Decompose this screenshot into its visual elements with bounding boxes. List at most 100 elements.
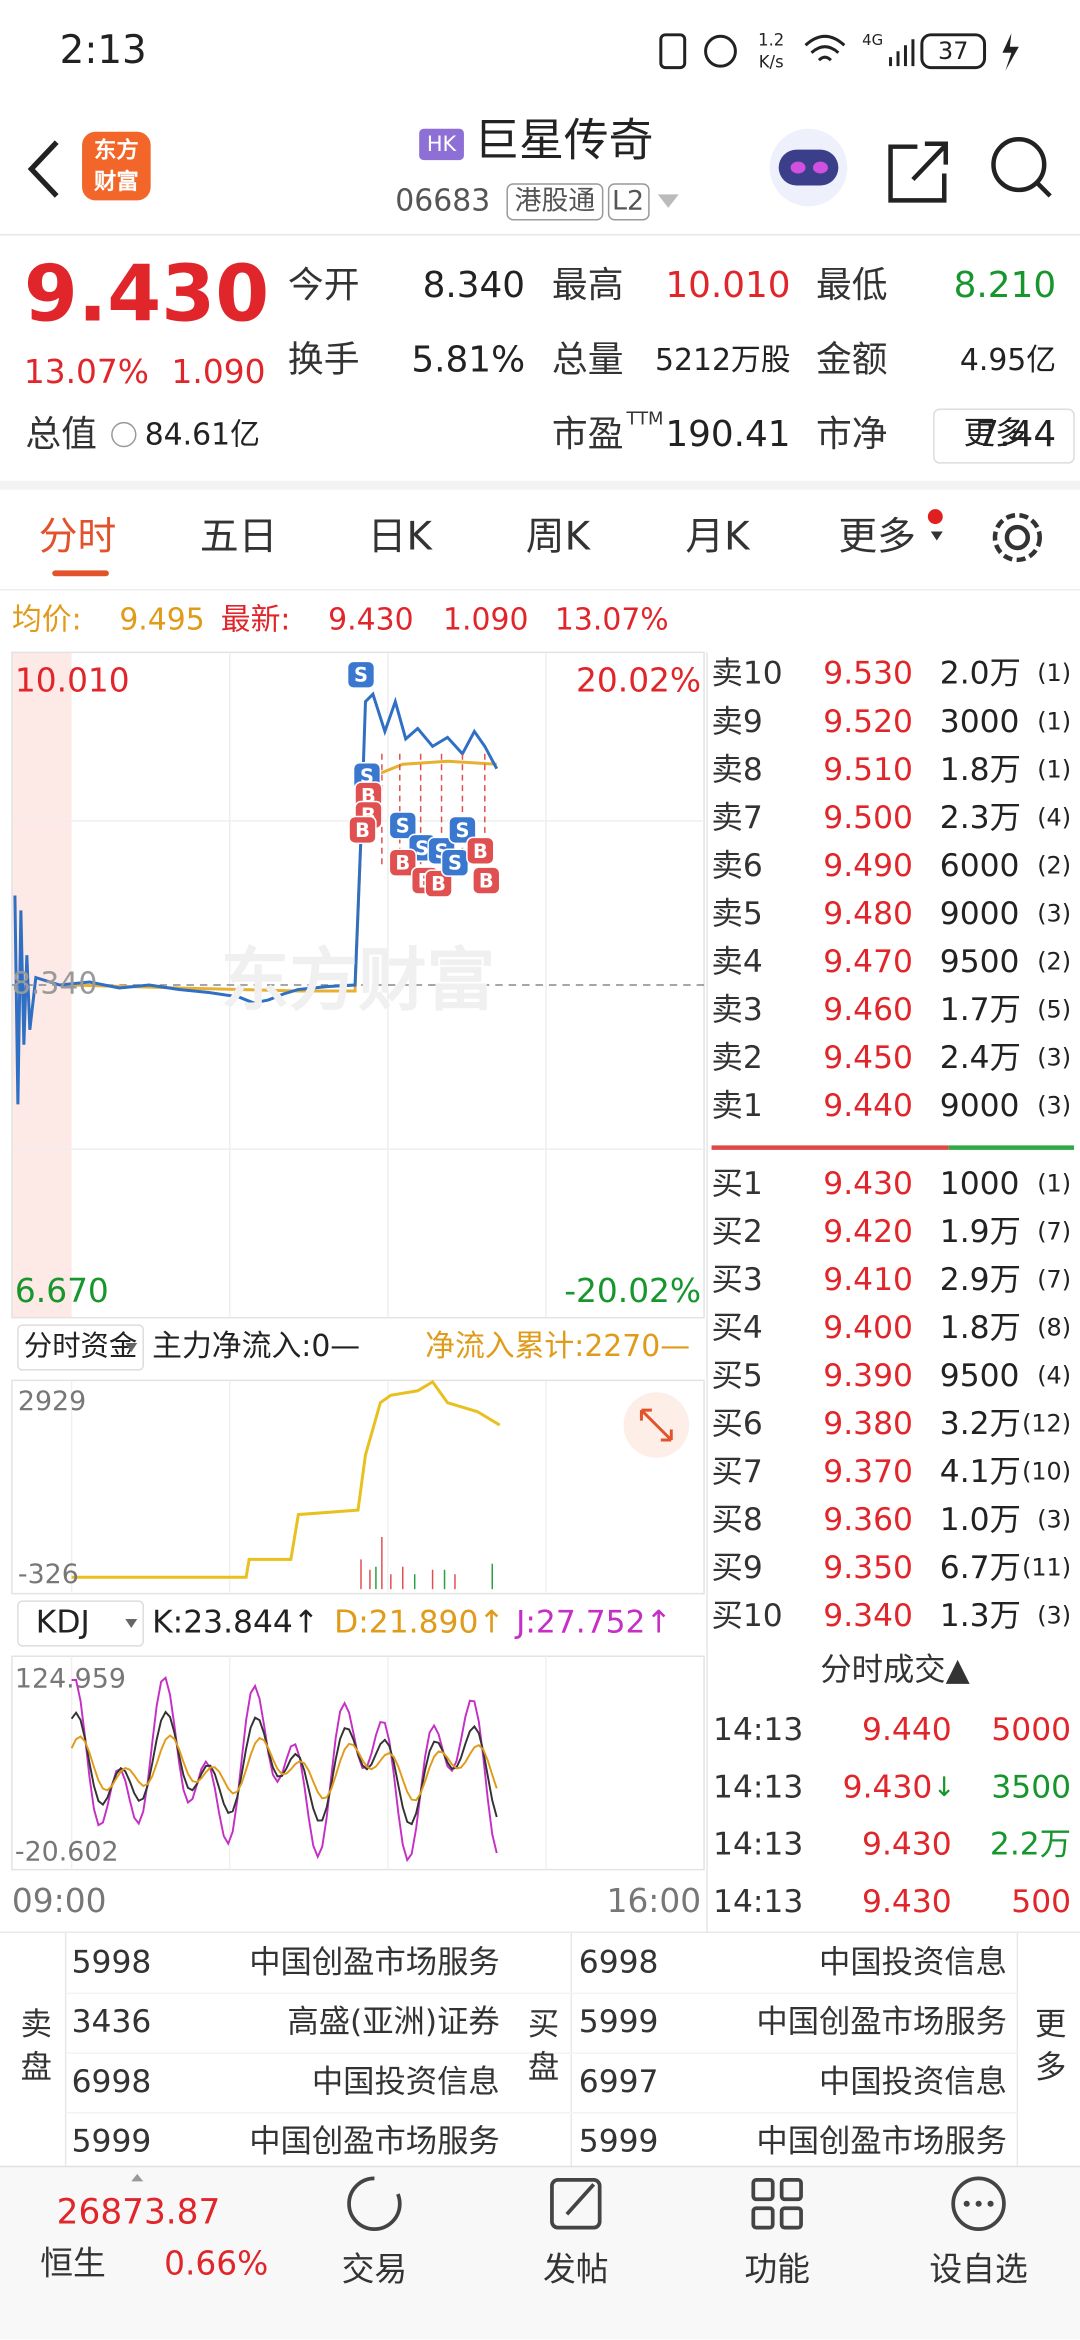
trade-time: 14:13 bbox=[713, 1884, 803, 1920]
tab[interactable]: 日K bbox=[368, 515, 434, 560]
trade-time: 14:13 bbox=[713, 1712, 803, 1748]
book-volume: 2.3万 bbox=[940, 800, 1021, 836]
kdj-d-line bbox=[70, 1734, 498, 1802]
trade-marker-text: B bbox=[431, 873, 446, 896]
time-end: 16:00 bbox=[607, 1882, 702, 1920]
book-count: (12) bbox=[1022, 1410, 1071, 1438]
field-label: 今开 bbox=[288, 265, 360, 306]
selector-arrow bbox=[125, 1343, 138, 1352]
tab[interactable]: 月K bbox=[685, 515, 751, 560]
selector-box[interactable] bbox=[17, 1600, 144, 1647]
stock-code: 06683 bbox=[395, 183, 490, 218]
broker-name: 高盛(亚洲)证券 bbox=[287, 2004, 499, 2040]
book-level: 卖3 bbox=[712, 992, 763, 1028]
avg-value: 9.495 bbox=[119, 603, 204, 638]
book-volume: 3000 bbox=[940, 704, 1020, 740]
last-value: 9.430 bbox=[328, 603, 413, 638]
search-button[interactable] bbox=[991, 136, 1052, 198]
book-count: (4) bbox=[1037, 803, 1071, 831]
info-icon[interactable] bbox=[111, 421, 137, 448]
trade-marker bbox=[346, 660, 376, 689]
book-price: 9.500 bbox=[823, 800, 913, 836]
broker-name: 中国投资信息 bbox=[312, 2064, 500, 2100]
book-count: (11) bbox=[1022, 1554, 1071, 1582]
trade-marker-text: S bbox=[415, 837, 429, 860]
field-label: 最低 bbox=[816, 265, 888, 306]
broker-id: 6997 bbox=[579, 2064, 659, 2100]
selector-box[interactable] bbox=[17, 1324, 144, 1371]
broker-id: 5998 bbox=[72, 1945, 152, 1981]
expand-arrow[interactable] bbox=[131, 2173, 144, 2182]
book-price: 9.490 bbox=[823, 848, 913, 884]
back-button[interactable] bbox=[27, 140, 59, 198]
book-price: 9.440 bbox=[823, 1088, 913, 1124]
field-value: 10.010 bbox=[665, 265, 790, 306]
broker-id: 6998 bbox=[72, 2064, 152, 2100]
book-level: 卖2 bbox=[712, 1040, 763, 1076]
selector: 分时资金 bbox=[24, 1330, 137, 1363]
robot-avatar[interactable] bbox=[769, 128, 848, 207]
divider bbox=[0, 480, 1080, 490]
settings-button[interactable] bbox=[992, 512, 1042, 563]
broker-name: 中国创盈市场服务 bbox=[756, 2004, 1007, 2040]
book-price: 9.390 bbox=[823, 1358, 913, 1394]
book-level: 卖9 bbox=[712, 704, 763, 740]
book-level: 卖1 bbox=[712, 1088, 763, 1124]
axis-low-pct: -20.02% bbox=[564, 1272, 701, 1310]
tab[interactable]: 五日 bbox=[200, 515, 278, 560]
book-count: (2) bbox=[1037, 851, 1071, 879]
book-level: 卖6 bbox=[712, 848, 763, 884]
axis-open: 8.340 bbox=[12, 967, 97, 1002]
book-volume: 3.2万 bbox=[940, 1406, 1021, 1442]
field-value: 5.81% bbox=[411, 339, 525, 380]
trade-marker-text: B bbox=[395, 852, 410, 875]
status-icons bbox=[659, 33, 1019, 71]
trade-time: 14:13 bbox=[713, 1827, 803, 1863]
more-button[interactable] bbox=[933, 408, 1075, 464]
dropdown[interactable] bbox=[657, 194, 679, 208]
book-volume: 9500 bbox=[940, 1358, 1020, 1394]
axis-low: 6.670 bbox=[15, 1272, 109, 1310]
net-speed: 1.2 bbox=[758, 30, 784, 49]
book-level: 买8 bbox=[712, 1502, 763, 1538]
broker-id: 6998 bbox=[579, 1945, 659, 1981]
broker-id: 5999 bbox=[579, 2004, 659, 2040]
book-volume: 2.4万 bbox=[940, 1040, 1021, 1076]
tag: 港股通 bbox=[515, 185, 596, 216]
tab[interactable]: 分时 bbox=[39, 515, 117, 560]
broker-name: 中国创盈市场服务 bbox=[249, 2124, 499, 2160]
book-level: 买2 bbox=[712, 1214, 763, 1250]
field-label: 市盈 bbox=[552, 414, 624, 455]
tab[interactable]: 周K bbox=[526, 515, 592, 560]
book-volume: 9000 bbox=[940, 1088, 1020, 1124]
book-count: (3) bbox=[1037, 1602, 1071, 1630]
book-price: 9.340 bbox=[823, 1598, 913, 1634]
nav-item[interactable]: 发帖 bbox=[543, 2250, 609, 2288]
book-volume: 2.0万 bbox=[940, 656, 1021, 692]
book-count: (2) bbox=[1037, 947, 1071, 975]
book-count: (7) bbox=[1037, 1217, 1071, 1245]
expand-button[interactable] bbox=[623, 1392, 690, 1458]
axis-min: -326 bbox=[18, 1559, 79, 1590]
share-button[interactable] bbox=[888, 141, 948, 203]
nav-item[interactable]: 交易 bbox=[342, 2250, 408, 2288]
axis-max: 2929 bbox=[18, 1386, 86, 1417]
book-count: (10) bbox=[1022, 1458, 1071, 1486]
book-count: (5) bbox=[1037, 995, 1071, 1023]
badge-dot bbox=[927, 509, 943, 525]
book-level: 买5 bbox=[712, 1358, 763, 1394]
nav-item[interactable]: 功能 bbox=[744, 2250, 810, 2288]
trade-marker-text: B bbox=[473, 840, 488, 863]
field-value: 8.340 bbox=[423, 265, 525, 306]
book-price: 9.380 bbox=[823, 1406, 913, 1442]
grid-line bbox=[70, 1380, 547, 1594]
broker-name: 中国投资信息 bbox=[819, 2064, 1007, 2100]
broker-more[interactable]: 更多 bbox=[1030, 2007, 1066, 2094]
broker-name: 中国创盈市场服务 bbox=[249, 1945, 499, 1981]
axis-high: 10.010 bbox=[15, 662, 130, 700]
tab[interactable]: 更多 bbox=[838, 515, 916, 560]
nav-item[interactable]: 设自选 bbox=[929, 2250, 1027, 2288]
field-label: 最高 bbox=[552, 265, 624, 306]
